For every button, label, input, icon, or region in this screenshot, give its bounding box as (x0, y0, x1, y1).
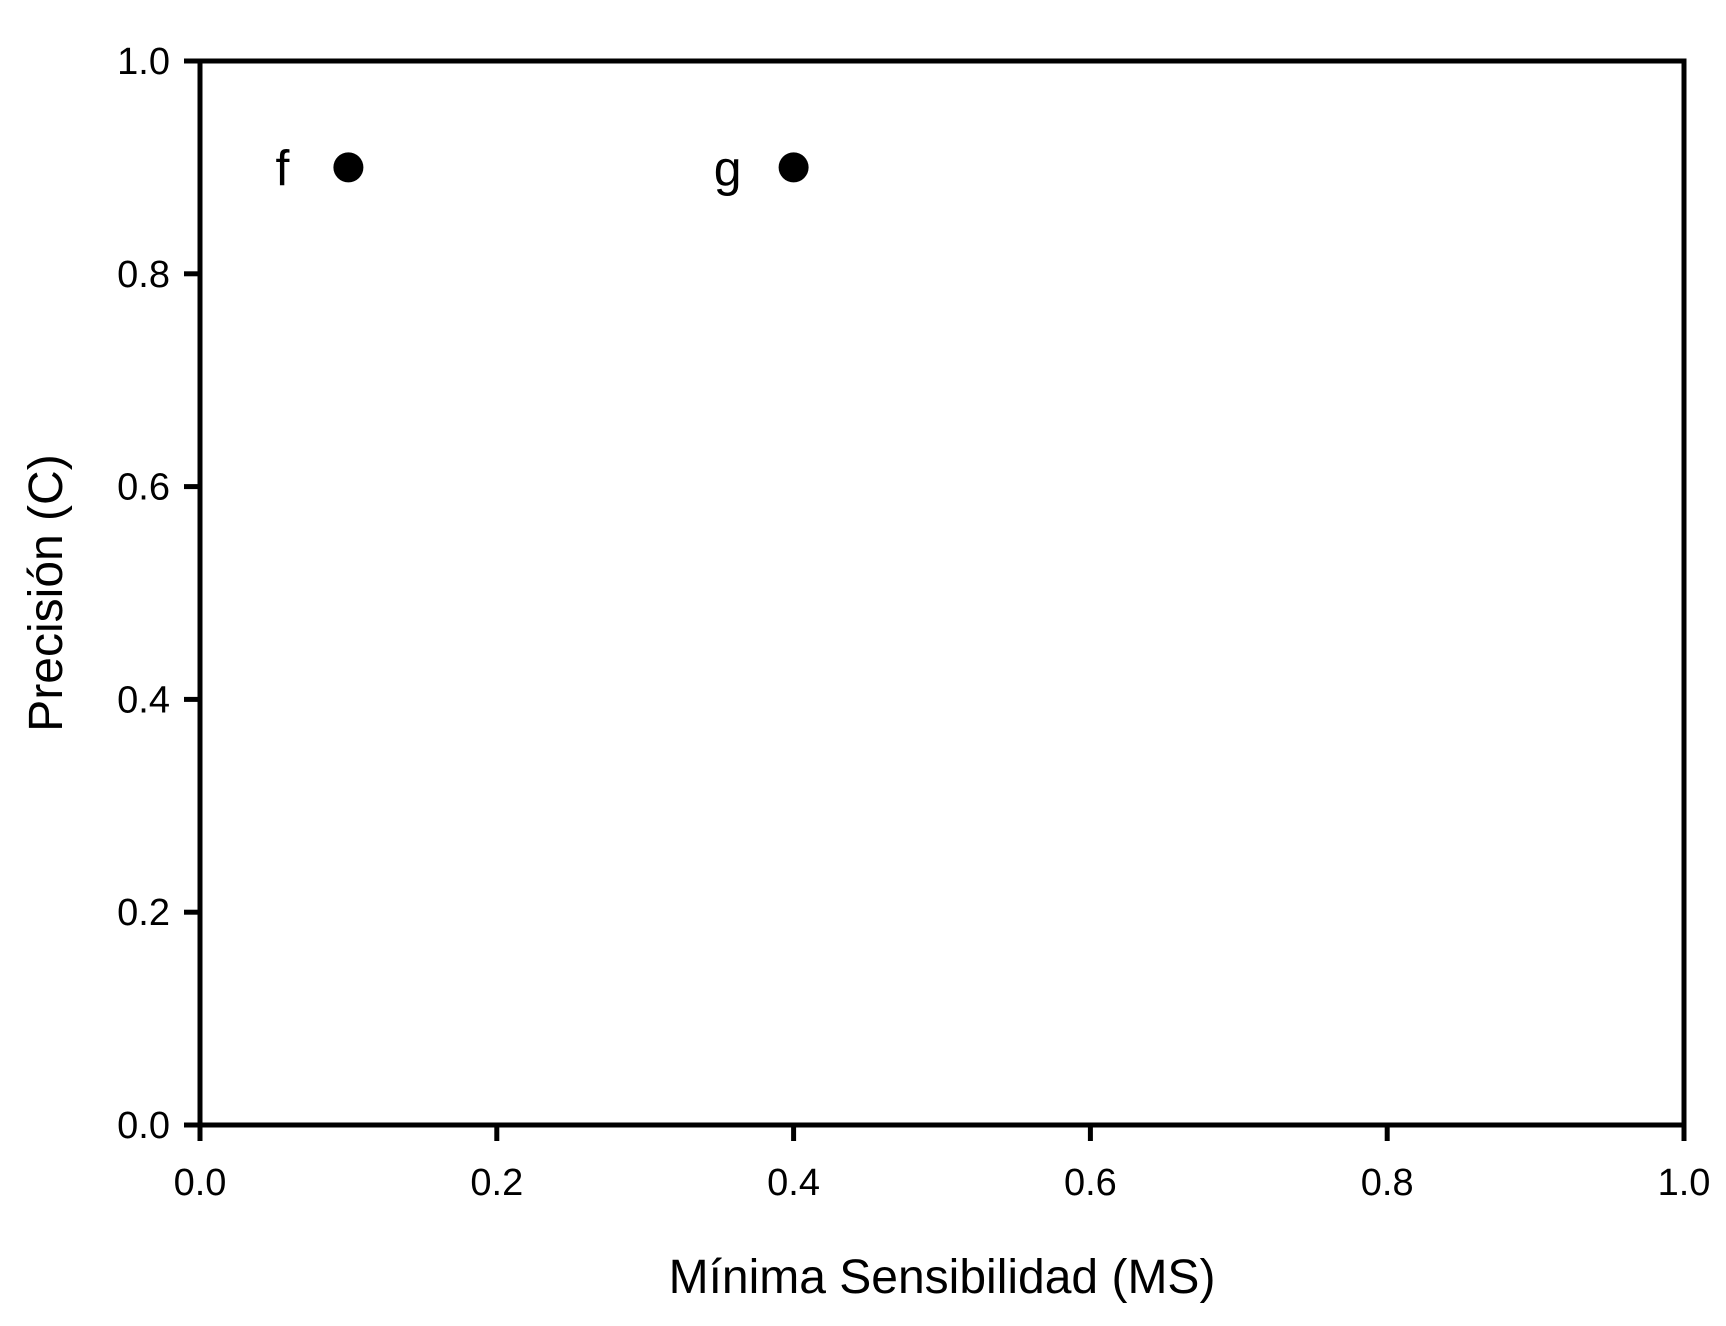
y-tick-label: 0.6 (117, 467, 170, 509)
y-tick-label: 0.8 (117, 254, 170, 296)
x-tick-label: 0.0 (174, 1162, 227, 1204)
x-tick-label: 0.6 (1064, 1162, 1117, 1204)
y-tick-label: 1.0 (117, 41, 170, 83)
x-tick-label: 0.4 (767, 1162, 820, 1204)
data-point-g (778, 152, 809, 183)
data-point-label: f (275, 140, 289, 196)
x-axis-ticks: 0.0 0.2 0.4 0.6 0.8 1.0 (174, 1125, 1711, 1204)
x-tick-label: 0.2 (470, 1162, 523, 1204)
y-axis-title: Precisión (C) (20, 454, 73, 731)
data-point-f (333, 152, 364, 183)
x-axis-title: Mínima Sensibilidad (MS) (669, 1251, 1216, 1304)
y-tick-label: 0.2 (117, 892, 170, 934)
x-tick-label: 1.0 (1658, 1162, 1711, 1204)
y-tick-label: 0.4 (117, 679, 170, 721)
plot-frame (197, 58, 1687, 1128)
y-tick-label: 0.0 (117, 1105, 170, 1147)
data-point-label: g (714, 140, 742, 196)
x-tick-label: 0.8 (1361, 1162, 1414, 1204)
y-axis-ticks: 0.0 0.2 0.4 0.6 0.8 1.0 (117, 41, 200, 1147)
